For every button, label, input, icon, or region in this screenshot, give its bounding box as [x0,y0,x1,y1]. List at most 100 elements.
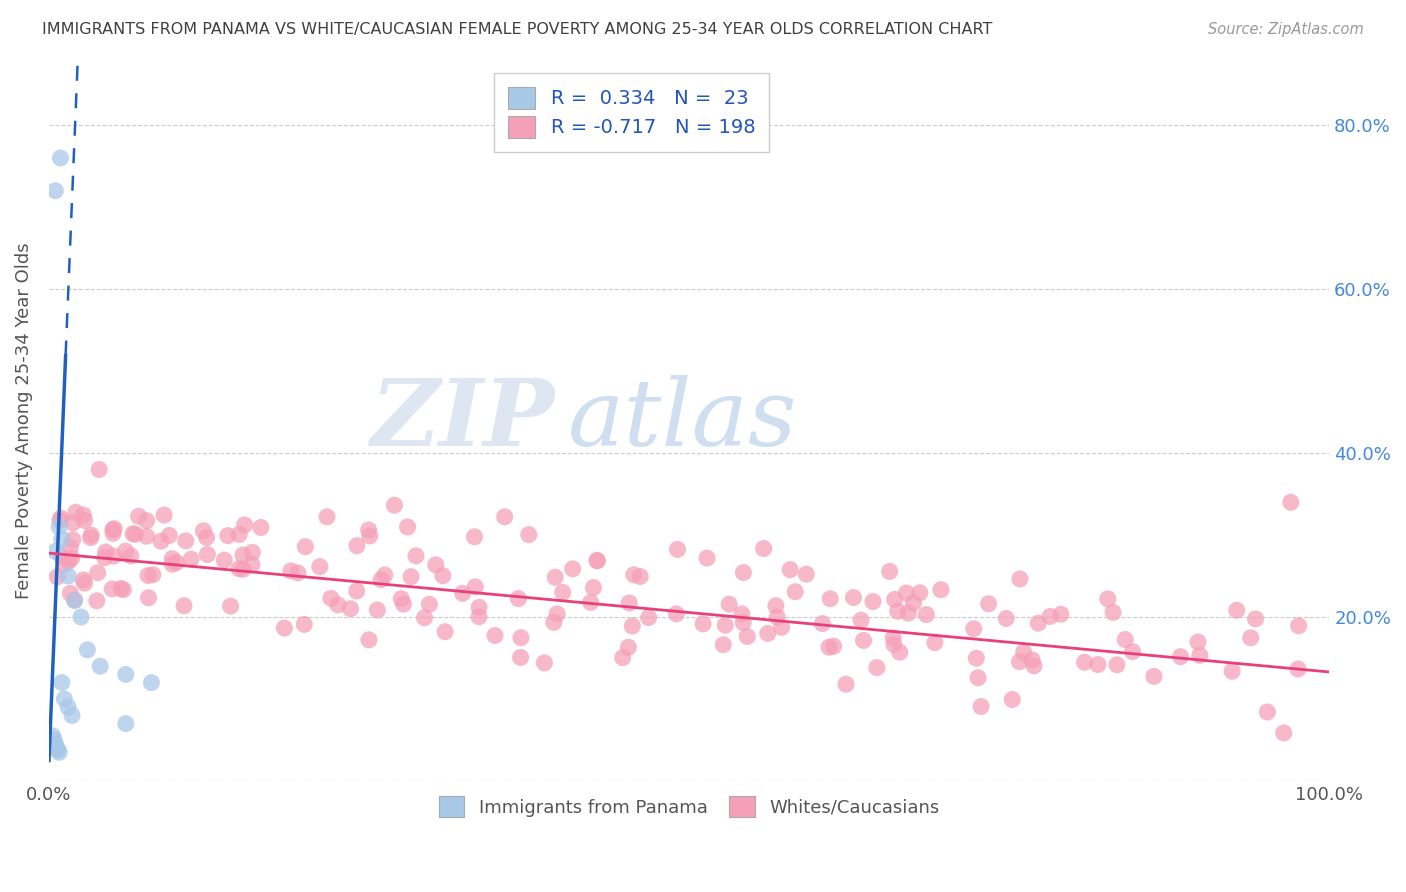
Point [396,520,419,534]
Point [1022,658,1045,673]
Point [818,591,841,606]
Point [852,633,875,648]
Point [903,596,925,610]
Point [138,591,160,605]
Point [862,594,884,608]
Point [73,576,96,591]
Point [794,567,817,582]
Point [94,545,117,559]
Point [250,520,273,534]
Point [193,524,215,538]
Point [44,544,66,558]
Point [162,551,184,566]
Point [1087,657,1109,672]
Point [399,569,422,583]
Point [463,530,485,544]
Point [1073,655,1095,669]
Point [1220,664,1243,678]
Point [621,619,644,633]
Point [101,582,124,596]
Point [80,528,103,542]
Point [963,622,986,636]
Point [63,593,86,607]
Point [468,609,491,624]
Point [58,554,80,568]
Point [174,533,197,548]
Point [392,597,415,611]
Point [1008,655,1031,669]
Point [103,522,125,536]
Point [103,549,125,563]
Point [508,591,530,606]
Point [714,618,737,632]
Point [733,566,755,580]
Point [889,645,911,659]
Point [1279,495,1302,509]
Point [451,586,474,600]
Point [561,562,583,576]
Point [112,582,135,597]
Point [48,520,70,534]
Point [1244,612,1267,626]
Point [464,580,486,594]
Point [494,509,516,524]
Point [48,745,70,759]
Point [1050,607,1073,622]
Point [86,566,108,580]
Point [308,559,330,574]
Point [849,613,872,627]
Point [142,567,165,582]
Point [49,151,72,165]
Point [42,729,65,743]
Point [1122,645,1144,659]
Point [42,733,65,747]
Point [101,526,124,541]
Point [389,591,412,606]
Point [1008,572,1031,586]
Point [1256,705,1278,719]
Point [915,607,938,622]
Point [384,498,406,512]
Point [711,638,734,652]
Point [72,508,94,522]
Point [733,615,755,630]
Point [165,556,187,570]
Point [1039,609,1062,624]
Legend: Immigrants from Panama, Whites/Caucasians: Immigrants from Panama, Whites/Caucasian… [430,787,948,826]
Point [228,561,250,575]
Point [1105,657,1128,672]
Point [924,635,946,649]
Point [86,594,108,608]
Point [180,552,202,566]
Point [908,586,931,600]
Point [637,610,659,624]
Point [484,628,506,642]
Point [195,531,218,545]
Point [49,511,72,525]
Point [785,584,807,599]
Point [141,675,163,690]
Point [51,549,73,564]
Point [882,631,904,645]
Point [65,505,87,519]
Point [1143,669,1166,683]
Y-axis label: Female Poverty Among 25-34 Year Olds: Female Poverty Among 25-34 Year Olds [15,242,32,599]
Point [219,599,242,613]
Point [1012,645,1035,659]
Text: Source: ZipAtlas.com: Source: ZipAtlas.com [1208,22,1364,37]
Point [818,640,841,655]
Point [533,656,555,670]
Point [370,573,392,587]
Point [162,558,184,572]
Point [46,570,69,584]
Point [883,637,905,651]
Point [128,509,150,524]
Point [405,549,427,563]
Point [1240,631,1263,645]
Point [897,606,920,620]
Point [56,569,79,583]
Point [233,517,256,532]
Point [326,598,349,612]
Point [60,551,83,566]
Point [752,541,775,556]
